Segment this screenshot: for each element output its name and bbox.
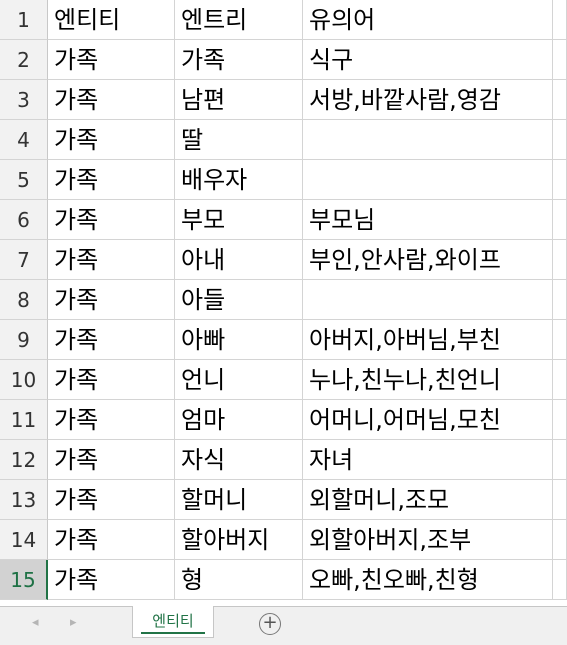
row-header[interactable]: 3 xyxy=(0,80,48,120)
cell-empty[interactable] xyxy=(553,440,567,480)
cell-entry[interactable]: 남편 xyxy=(175,80,303,120)
cell-empty[interactable] xyxy=(553,200,567,240)
cell-synonyms[interactable]: 유의어 xyxy=(303,0,553,40)
cell-synonyms[interactable]: 어머니,어머님,모친 xyxy=(303,400,553,440)
cell-synonyms[interactable]: 서방,바깥사람,영감 xyxy=(303,80,553,120)
table-row: 8 가족 아들 xyxy=(0,280,567,320)
cell-synonyms[interactable]: 부인,안사람,와이프 xyxy=(303,240,553,280)
cell-empty[interactable] xyxy=(553,520,567,560)
cell-synonyms[interactable]: 식구 xyxy=(303,40,553,80)
cell-entity[interactable]: 가족 xyxy=(48,520,175,560)
cell-entry[interactable]: 딸 xyxy=(175,120,303,160)
row-header[interactable]: 4 xyxy=(0,120,48,160)
table-row: 4 가족 딸 xyxy=(0,120,567,160)
cell-entry[interactable]: 엄마 xyxy=(175,400,303,440)
row-header[interactable]: 2 xyxy=(0,40,48,80)
cell-entry[interactable]: 할머니 xyxy=(175,480,303,520)
cell-empty[interactable] xyxy=(553,80,567,120)
cell-synonyms[interactable]: 아버지,아버님,부친 xyxy=(303,320,553,360)
table-row: 3 가족 남편 서방,바깥사람,영감 xyxy=(0,80,567,120)
cell-entity[interactable]: 가족 xyxy=(48,40,175,80)
add-sheet-icon[interactable]: + xyxy=(259,613,281,635)
table-row: 10 가족 언니 누나,친누나,친언니 xyxy=(0,360,567,400)
cell-entity[interactable]: 가족 xyxy=(48,320,175,360)
cell-empty[interactable] xyxy=(553,560,567,600)
row-header[interactable]: 12 xyxy=(0,440,48,480)
scroll-tabs-right-icon[interactable]: ▸ xyxy=(70,615,77,630)
row-header[interactable]: 8 xyxy=(0,280,48,320)
cell-entity[interactable]: 가족 xyxy=(48,400,175,440)
cell-entity[interactable]: 엔티티 xyxy=(48,0,175,40)
cell-synonyms[interactable]: 부모님 xyxy=(303,200,553,240)
cell-synonyms[interactable]: 외할아버지,조부 xyxy=(303,520,553,560)
table-row: 12 가족 자식 자녀 xyxy=(0,440,567,480)
table-row: 13 가족 할머니 외할머니,조모 xyxy=(0,480,567,520)
cell-entity[interactable]: 가족 xyxy=(48,280,175,320)
cell-entry[interactable]: 아들 xyxy=(175,280,303,320)
table-row: 1 엔티티 엔트리 유의어 xyxy=(0,0,567,40)
row-header[interactable]: 6 xyxy=(0,200,48,240)
row-header[interactable]: 7 xyxy=(0,240,48,280)
cell-entry[interactable]: 부모 xyxy=(175,200,303,240)
cell-entry[interactable]: 아내 xyxy=(175,240,303,280)
row-header[interactable]: 11 xyxy=(0,400,48,440)
cell-entity[interactable]: 가족 xyxy=(48,120,175,160)
cell-empty[interactable] xyxy=(553,40,567,80)
scroll-tabs-left-icon[interactable]: ◂ xyxy=(32,615,39,630)
cell-synonyms[interactable]: 외할머니,조모 xyxy=(303,480,553,520)
cell-entity[interactable]: 가족 xyxy=(48,360,175,400)
table-row: 6 가족 부모 부모님 xyxy=(0,200,567,240)
row-header[interactable]: 10 xyxy=(0,360,48,400)
cell-empty[interactable] xyxy=(553,240,567,280)
cell-entity[interactable]: 가족 xyxy=(48,80,175,120)
cell-empty[interactable] xyxy=(553,280,567,320)
row-header[interactable]: 15 xyxy=(0,560,48,600)
cell-entry[interactable]: 자식 xyxy=(175,440,303,480)
cell-entity[interactable]: 가족 xyxy=(48,240,175,280)
cell-synonyms[interactable] xyxy=(303,120,553,160)
cell-empty[interactable] xyxy=(553,400,567,440)
table-row: 14 가족 할아버지 외할아버지,조부 xyxy=(0,520,567,560)
cell-entity[interactable]: 가족 xyxy=(48,560,175,600)
cell-synonyms[interactable] xyxy=(303,280,553,320)
row-header[interactable]: 9 xyxy=(0,320,48,360)
cell-empty[interactable] xyxy=(553,360,567,400)
spreadsheet-grid: 1 엔티티 엔트리 유의어 2 가족 가족 식구 3 가족 남편 서방,바깥사람,영감 4 가족 딸 5 가족 배… xyxy=(0,0,567,600)
table-row: 9 가족 아빠 아버지,아버님,부친 xyxy=(0,320,567,360)
table-row: 5 가족 배우자 xyxy=(0,160,567,200)
table-row: 15 가족 형 오빠,친오빠,친형 xyxy=(0,560,567,600)
cell-entry[interactable]: 형 xyxy=(175,560,303,600)
cell-entity[interactable]: 가족 xyxy=(48,480,175,520)
cell-empty[interactable] xyxy=(553,120,567,160)
row-header[interactable]: 5 xyxy=(0,160,48,200)
cell-empty[interactable] xyxy=(553,320,567,360)
row-header[interactable]: 14 xyxy=(0,520,48,560)
cell-empty[interactable] xyxy=(553,480,567,520)
table-row: 11 가족 엄마 어머니,어머님,모친 xyxy=(0,400,567,440)
cell-synonyms[interactable] xyxy=(303,160,553,200)
cell-empty[interactable] xyxy=(553,0,567,40)
cell-empty[interactable] xyxy=(553,160,567,200)
cell-synonyms[interactable]: 오빠,친오빠,친형 xyxy=(303,560,553,600)
cell-entry[interactable]: 배우자 xyxy=(175,160,303,200)
cell-entity[interactable]: 가족 xyxy=(48,440,175,480)
table-row: 2 가족 가족 식구 xyxy=(0,40,567,80)
sheet-tab-entity[interactable]: 엔티티 xyxy=(132,606,214,638)
table-row: 7 가족 아내 부인,안사람,와이프 xyxy=(0,240,567,280)
cell-entry[interactable]: 엔트리 xyxy=(175,0,303,40)
row-header[interactable]: 13 xyxy=(0,480,48,520)
cell-entry[interactable]: 언니 xyxy=(175,360,303,400)
cell-synonyms[interactable]: 자녀 xyxy=(303,440,553,480)
cell-entry[interactable]: 가족 xyxy=(175,40,303,80)
cell-entity[interactable]: 가족 xyxy=(48,200,175,240)
cell-synonyms[interactable]: 누나,친누나,친언니 xyxy=(303,360,553,400)
cell-entity[interactable]: 가족 xyxy=(48,160,175,200)
cell-entry[interactable]: 아빠 xyxy=(175,320,303,360)
sheet-tab-bar: ◂ ▸ 엔티티 + xyxy=(0,606,567,645)
row-header[interactable]: 1 xyxy=(0,0,48,40)
cell-entry[interactable]: 할아버지 xyxy=(175,520,303,560)
